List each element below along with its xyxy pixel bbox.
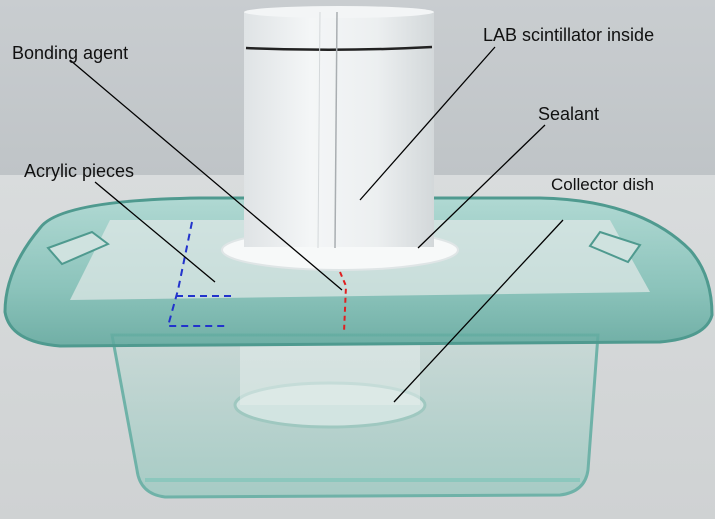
leader-lab: [359, 46, 496, 201]
acrylic-outline: [166, 221, 236, 327]
leader-collector: [393, 219, 564, 403]
label-bonding-agent: Bonding agent: [12, 43, 129, 63]
label-lab-scintillator: LAB scintillator inside: [483, 25, 655, 45]
leader-bonding: [69, 59, 343, 291]
label-acrylic-pieces: Acrylic pieces: [24, 161, 135, 181]
leader-lines: [69, 46, 564, 403]
glass-dish: [3, 196, 714, 499]
label-sealant: Sealant: [538, 104, 600, 124]
leader-sealant: [417, 124, 546, 249]
scintillator-cylinder: [244, 6, 434, 249]
leader-acrylic: [94, 181, 216, 283]
bond-line: [339, 271, 348, 333]
label-collector-dish: Collector dish: [551, 175, 654, 194]
